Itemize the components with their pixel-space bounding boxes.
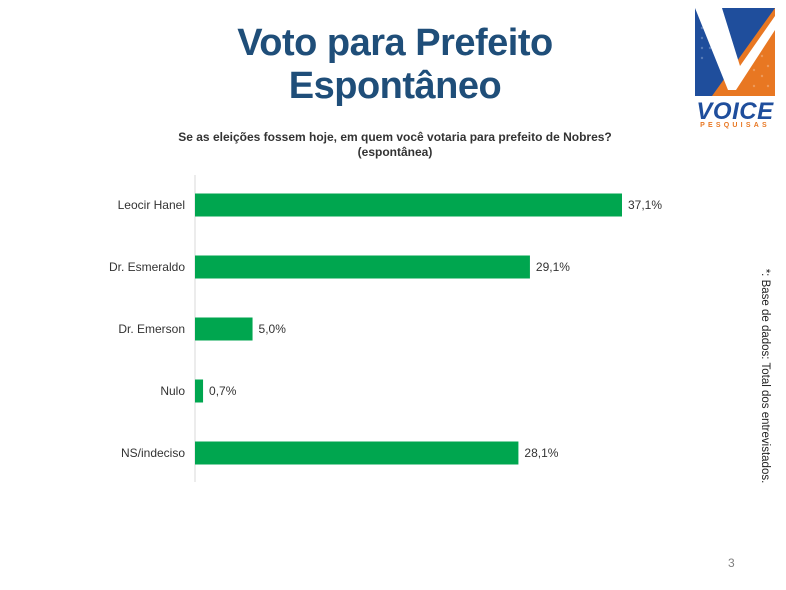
slide-title: Voto para Prefeito Espontâneo [237, 22, 553, 107]
chart-title-block: Se as eleições fossem hoje, em quem você… [150, 130, 640, 160]
category-label: Nulo [160, 384, 185, 398]
data-label: 0,7% [209, 384, 237, 398]
page-number: 3 [728, 556, 735, 570]
chart-subtitle: (espontânea) [357, 145, 433, 159]
logo-mark-icon [692, 6, 778, 98]
bar [195, 379, 204, 403]
bar [195, 255, 530, 279]
data-label: 5,0% [259, 322, 287, 336]
category-label: NS/indeciso [121, 446, 185, 460]
category-label: Dr. Emerson [118, 322, 185, 336]
logo-tagline: PESQUISAS [700, 122, 770, 129]
bar [195, 441, 519, 465]
bar [195, 317, 253, 341]
data-label: 37,1% [628, 198, 662, 212]
data-label: 28,1% [524, 446, 558, 460]
data-label: 29,1% [536, 260, 570, 274]
chart-title: Se as eleições fossem hoje, em quem você… [178, 130, 612, 144]
category-label: Leocir Hanel [118, 198, 185, 212]
bar [195, 193, 622, 217]
category-label: Dr. Esmeraldo [109, 260, 185, 274]
voice-logo: VOICE PESQUISAS [692, 6, 778, 130]
side-note: *: Base de dados: Total dos entrevistado… [759, 268, 771, 484]
logo-name: VOICE [696, 98, 774, 125]
bar-chart: Leocir Hanel 37,1% Dr. Esmeraldo 29,1% Dr. E… [109, 175, 662, 482]
